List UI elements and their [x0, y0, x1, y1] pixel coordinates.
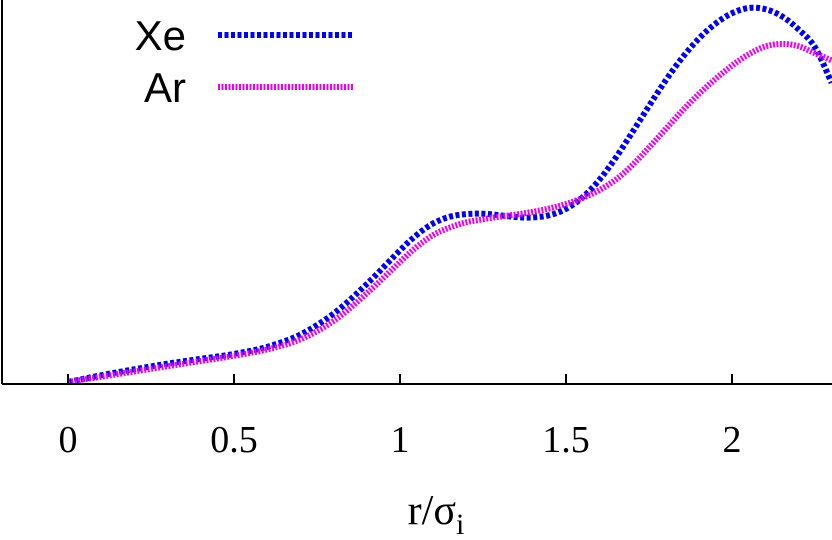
- x-axis-title-main: r/σ: [408, 488, 456, 534]
- series-line-xe: [67, 4, 832, 384]
- x-axis-title-subscript: i: [456, 508, 464, 540]
- series-line-ar: [67, 40, 832, 384]
- x-tick-label: 0: [59, 419, 78, 461]
- legend-label-ar: Ar: [144, 64, 186, 111]
- x-tick-label: 0.5: [210, 419, 258, 461]
- x-tick-label: 1.5: [542, 419, 590, 461]
- x-tick-label: 2: [723, 419, 742, 461]
- x-tick-label: 1: [391, 419, 410, 461]
- legend: Xe Ar: [135, 12, 354, 111]
- plot-area: [67, 4, 832, 384]
- x-axis-title: r/σi: [408, 488, 465, 540]
- x-ticks: 0 0.5 1 1.5 2: [59, 374, 742, 461]
- legend-label-xe: Xe: [135, 12, 186, 59]
- axes: [1, 0, 832, 385]
